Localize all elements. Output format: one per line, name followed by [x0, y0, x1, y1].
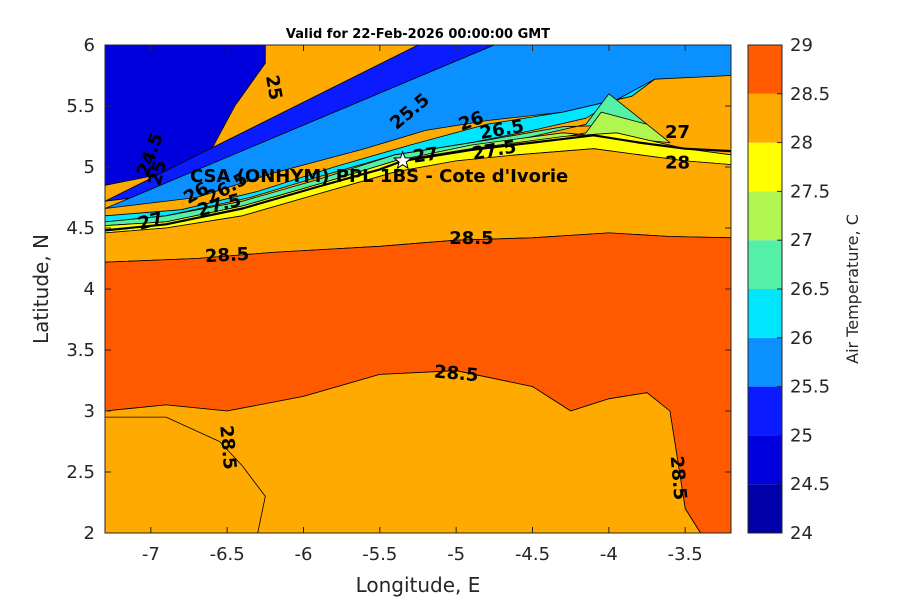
colorbar-title: Air Temperature, C — [843, 214, 862, 364]
x-tick-label: -6.5 — [210, 544, 245, 565]
x-tick-label: -4 — [600, 544, 618, 565]
contour-band — [105, 45, 266, 186]
colorbar-segment — [748, 386, 782, 436]
contour-band — [105, 78, 656, 223]
x-tick-label: -5.5 — [362, 544, 397, 565]
colorbar-tick-label: 27.5 — [790, 181, 830, 202]
colorbar-tick-label: 27 — [790, 230, 813, 251]
y-tick-label: 3 — [84, 401, 95, 422]
contour-band — [105, 370, 701, 533]
contour-label: 28.5 — [215, 425, 240, 471]
colorbar-segment — [748, 191, 782, 241]
contour-label: 27 — [665, 122, 690, 143]
chart-title: Valid for 22-Feb-2026 00:00:00 GMT — [286, 27, 550, 42]
x-tick-label: -6 — [295, 544, 313, 565]
colorbar-segment — [748, 289, 782, 338]
colorbar-segment — [748, 337, 782, 387]
contour-label: 28.5 — [449, 228, 493, 249]
colorbar-segment — [748, 435, 782, 485]
colorbar-tick-label: 29 — [790, 35, 813, 56]
colorbar-tick-label: 25.5 — [790, 377, 830, 398]
colorbar: 24 24.5 25 25.5 26 26.5 27 27.5 28 28.5 29 — [747, 35, 830, 544]
contour-label: 25 — [261, 73, 286, 101]
colorbar-tick-label: 28.5 — [790, 84, 830, 105]
contour-label: 27 — [412, 143, 440, 167]
y-axis-title: Latitude, N — [29, 234, 53, 344]
contour-label: 28.5 — [666, 455, 691, 501]
x-tick-label: -4.5 — [515, 544, 550, 565]
y-tick-label: 2.5 — [66, 462, 95, 483]
colorbar-tick-label: 24.5 — [790, 474, 830, 495]
colorbar-segment — [748, 93, 782, 143]
colorbar-tick-label: 26.5 — [790, 279, 830, 300]
x-axis-title: Longitude, E — [356, 573, 481, 597]
y-tick-label: 4.5 — [66, 218, 95, 239]
x-tick-label: -5 — [447, 544, 465, 565]
colorbar-segment — [748, 45, 782, 94]
coastline — [105, 134, 731, 232]
contour-label: 28.5 — [433, 362, 479, 387]
x-tick-label: -3.5 — [668, 544, 703, 565]
y-axis: 2 2.5 3 3.5 4 4.5 5 5.5 6 — [66, 35, 731, 544]
colorbar-tick-label: 26 — [790, 328, 813, 349]
station-label: CSA (ONHYM) PPL 1BS - Cote d'Ivorie — [190, 166, 568, 187]
contour-label: 28.5 — [204, 244, 249, 267]
y-tick-label: 4 — [84, 279, 95, 300]
x-axis: -7 -6.5 -6 -5.5 -5 -4.5 -4 -3.5 — [142, 45, 703, 565]
y-tick-label: 6 — [84, 35, 95, 56]
colorbar-tick-label: 28 — [790, 133, 813, 154]
y-tick-label: 5 — [84, 157, 95, 178]
y-tick-label: 2 — [84, 523, 95, 544]
colorbar-tick-label: 25 — [790, 425, 813, 446]
station-star-icon — [392, 150, 413, 170]
colorbar-segment — [748, 142, 782, 192]
plot-frame — [104, 44, 732, 534]
y-tick-label: 3.5 — [66, 340, 95, 361]
colorbar-tick-label: 24 — [790, 523, 813, 544]
contour-label: 28 — [665, 152, 690, 173]
y-tick-label: 5.5 — [66, 96, 95, 117]
x-tick-label: -7 — [142, 544, 160, 565]
colorbar-segment — [748, 240, 782, 289]
contour-band — [105, 45, 731, 209]
colorbar-segment — [748, 484, 782, 533]
